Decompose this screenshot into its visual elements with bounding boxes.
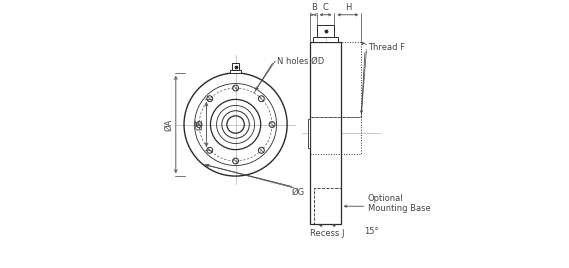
Bar bbox=[232, 63, 240, 70]
Text: B: B bbox=[311, 3, 316, 12]
Text: N holes ØD: N holes ØD bbox=[277, 57, 324, 66]
Text: 15°: 15° bbox=[364, 227, 378, 236]
Bar bbox=[308, 119, 311, 148]
Bar bbox=[311, 117, 361, 154]
Text: H: H bbox=[345, 3, 351, 12]
Text: ØG: ØG bbox=[291, 188, 304, 197]
Bar bbox=[230, 70, 241, 73]
Text: Thread F: Thread F bbox=[368, 43, 405, 52]
Text: C: C bbox=[323, 3, 328, 12]
Text: ØA: ØA bbox=[164, 118, 174, 131]
Text: Optional
Mounting Base: Optional Mounting Base bbox=[368, 194, 431, 213]
Bar bbox=[315, 188, 341, 225]
Bar bbox=[317, 25, 335, 37]
Bar bbox=[311, 42, 361, 117]
Text: Recess J: Recess J bbox=[310, 229, 345, 238]
Bar bbox=[311, 42, 341, 225]
Text: ØE: ØE bbox=[195, 118, 204, 131]
Bar bbox=[313, 37, 338, 42]
